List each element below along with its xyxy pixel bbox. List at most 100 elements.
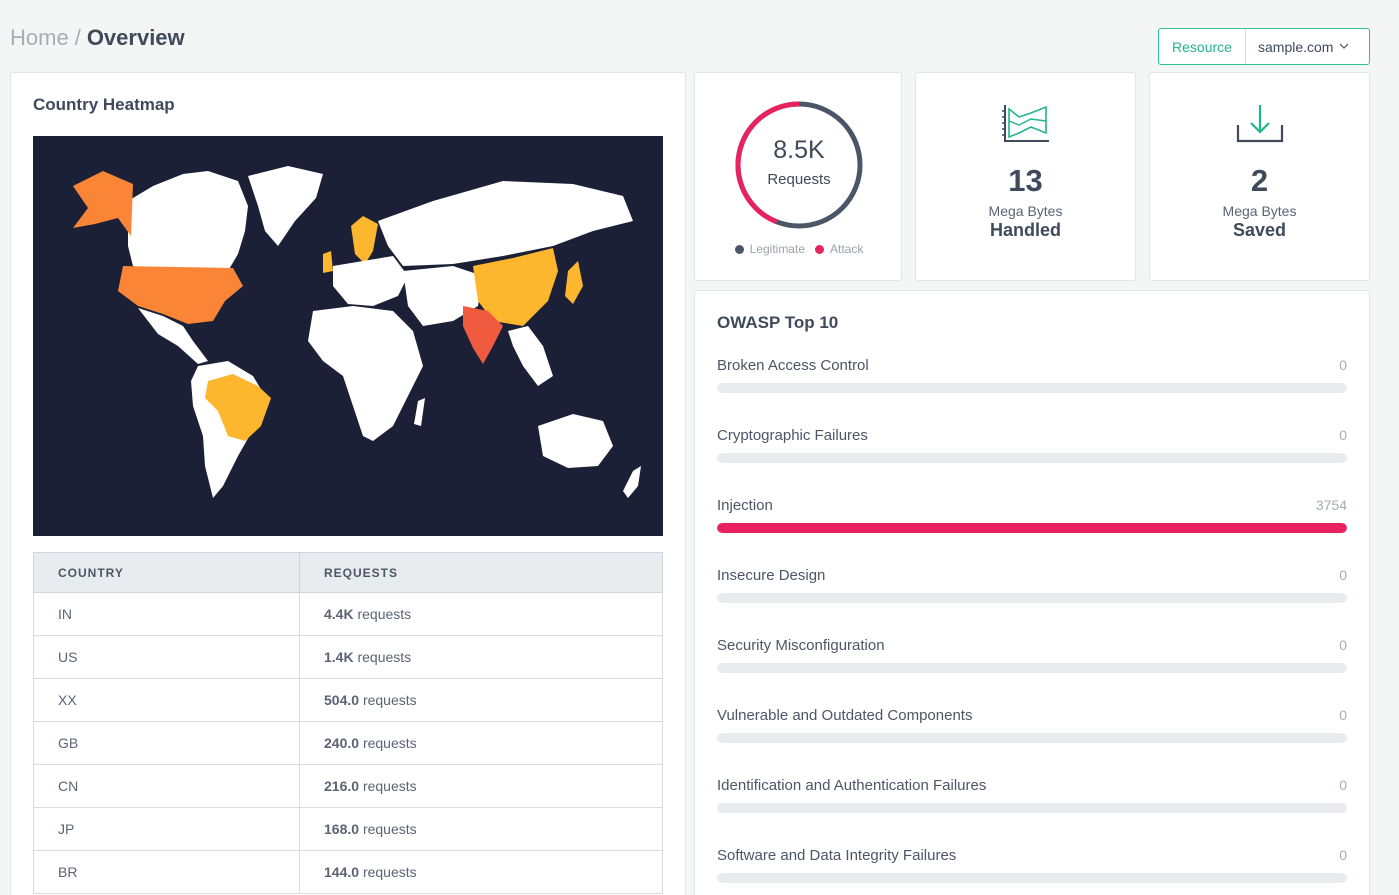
country-heatmap-card: Country Heatmap bbox=[10, 72, 686, 895]
owasp-item-count: 0 bbox=[1339, 777, 1347, 793]
world-map[interactable] bbox=[33, 136, 663, 536]
breadcrumb-home[interactable]: Home bbox=[10, 25, 69, 50]
request-suffix: requests bbox=[362, 692, 417, 708]
table-row: CN 216.0 requests bbox=[33, 764, 663, 808]
map-country-madagascar bbox=[414, 398, 425, 426]
map-country-alaska bbox=[73, 171, 133, 236]
owasp-card: OWASP Top 10 Broken Access Control 0 Crypt… bbox=[694, 290, 1370, 895]
owasp-item-count: 0 bbox=[1339, 847, 1347, 863]
owasp-item: Software and Data Integrity Failures 0 bbox=[717, 847, 1347, 883]
request-count: 144.0 requests bbox=[299, 850, 663, 894]
owasp-item: Cryptographic Failures 0 bbox=[717, 427, 1347, 463]
map-country-canada bbox=[128, 171, 248, 276]
world-map-svg bbox=[73, 166, 641, 498]
owasp-progress-bar bbox=[717, 733, 1347, 743]
owasp-item-name: Vulnerable and Outdated Components bbox=[717, 707, 973, 724]
owasp-item-count: 3754 bbox=[1315, 497, 1347, 513]
owasp-item: Insecure Design 0 bbox=[717, 567, 1347, 603]
owasp-row: Injection 3754 bbox=[717, 497, 1347, 517]
map-country-scandinavia bbox=[351, 216, 378, 264]
country-code: US bbox=[33, 635, 300, 679]
owasp-progress-fill bbox=[717, 523, 1347, 533]
owasp-item-count: 0 bbox=[1339, 707, 1347, 723]
request-value: 144.0 bbox=[324, 864, 360, 880]
resource-selector[interactable]: Resource sample.com bbox=[1158, 28, 1370, 65]
handled-unit: Mega Bytes bbox=[988, 203, 1063, 219]
owasp-item: Security Misconfiguration 0 bbox=[717, 637, 1347, 673]
donut-attack-arc bbox=[735, 101, 863, 229]
country-code: CN bbox=[33, 764, 300, 808]
request-suffix: requests bbox=[362, 864, 417, 880]
download-icon bbox=[1236, 105, 1283, 143]
owasp-title: OWASP Top 10 bbox=[717, 313, 839, 332]
map-country-se-asia bbox=[508, 326, 553, 386]
owasp-row: Identification and Authentication Failur… bbox=[717, 777, 1347, 797]
table-row: JP 168.0 requests bbox=[33, 807, 663, 851]
owasp-progress-bar bbox=[717, 593, 1347, 603]
requests-legend: Legitimate Attack bbox=[695, 242, 903, 256]
legend-label: Legitimate bbox=[749, 242, 805, 256]
table-row: XX 504.0 requests bbox=[33, 678, 663, 722]
map-country-europe bbox=[333, 256, 408, 306]
owasp-item: Broken Access Control 0 bbox=[717, 357, 1347, 393]
owasp-row: Vulnerable and Outdated Components 0 bbox=[717, 707, 1347, 727]
country-code: BR bbox=[33, 850, 300, 894]
requests-card: 8.5K Requests Legitimate Attack bbox=[694, 72, 902, 281]
owasp-item-name: Cryptographic Failures bbox=[717, 427, 868, 444]
table-row: GB 240.0 requests bbox=[33, 721, 663, 765]
map-country-new-zealand bbox=[623, 466, 641, 498]
country-code: XX bbox=[33, 678, 300, 722]
column-header-country[interactable]: COUNTRY bbox=[33, 552, 300, 593]
owasp-item-name: Software and Data Integrity Failures bbox=[717, 847, 957, 864]
owasp-item: Vulnerable and Outdated Components 0 bbox=[717, 707, 1347, 743]
column-header-requests[interactable]: REQUESTS bbox=[299, 552, 663, 593]
owasp-item-name: Security Misconfiguration bbox=[717, 637, 885, 654]
map-country-uk bbox=[323, 251, 333, 273]
chart-area-icon bbox=[1001, 105, 1049, 142]
request-value: 168.0 bbox=[324, 821, 360, 837]
requests-donut bbox=[735, 101, 863, 229]
request-suffix: requests bbox=[362, 821, 417, 837]
map-country-greenland bbox=[248, 166, 323, 246]
resource-value: sample.com bbox=[1258, 38, 1334, 55]
resource-dropdown[interactable]: sample.com bbox=[1246, 29, 1369, 64]
owasp-progress-bar bbox=[717, 523, 1347, 533]
request-value: 1.4K bbox=[324, 649, 354, 665]
breadcrumb: Home / Overview bbox=[10, 24, 185, 52]
breadcrumb-separator: / bbox=[74, 25, 81, 50]
resource-label: Resource bbox=[1159, 29, 1246, 64]
saved-value: 2 bbox=[1250, 163, 1269, 198]
legend-legitimate[interactable]: Legitimate bbox=[734, 242, 805, 256]
legend-label: Attack bbox=[830, 242, 864, 256]
owasp-item: Injection 3754 bbox=[717, 497, 1347, 533]
handled-value: 13 bbox=[1008, 163, 1043, 198]
owasp-row: Insecure Design 0 bbox=[717, 567, 1347, 587]
legend-attack[interactable]: Attack bbox=[815, 242, 863, 256]
map-country-australia bbox=[538, 414, 613, 468]
chevron-down-icon bbox=[1340, 43, 1349, 49]
requests-label: Requests bbox=[767, 171, 831, 188]
owasp-row: Software and Data Integrity Failures 0 bbox=[717, 847, 1347, 867]
map-country-brazil bbox=[205, 374, 271, 441]
saved-unit: Mega Bytes bbox=[1222, 203, 1297, 219]
saved-card: 2 Mega Bytes Saved bbox=[1149, 72, 1370, 281]
country-code: GB bbox=[33, 721, 300, 765]
request-suffix: requests bbox=[362, 778, 417, 794]
handled-card: 13 Mega Bytes Handled bbox=[915, 72, 1136, 281]
table-row: BR 144.0 requests bbox=[33, 850, 663, 894]
owasp-item-name: Identification and Authentication Failur… bbox=[717, 777, 987, 794]
table-row: IN 4.4K requests bbox=[33, 592, 663, 636]
country-table: COUNTRY REQUESTS IN 4.4K requests US 1.4K … bbox=[33, 552, 663, 894]
owasp-item-name: Injection bbox=[717, 497, 773, 514]
owasp-item-name: Insecure Design bbox=[717, 567, 826, 584]
country-code: IN bbox=[33, 592, 300, 636]
map-country-japan bbox=[565, 261, 583, 304]
owasp-row: Security Misconfiguration 0 bbox=[717, 637, 1347, 657]
request-value: 4.4K bbox=[324, 606, 354, 622]
owasp-item-count: 0 bbox=[1339, 427, 1347, 443]
owasp-progress-bar bbox=[717, 873, 1347, 883]
request-suffix: requests bbox=[357, 606, 412, 622]
request-count: 216.0 requests bbox=[299, 764, 663, 808]
owasp-item-name: Broken Access Control bbox=[717, 357, 869, 374]
request-value: 216.0 bbox=[324, 778, 360, 794]
